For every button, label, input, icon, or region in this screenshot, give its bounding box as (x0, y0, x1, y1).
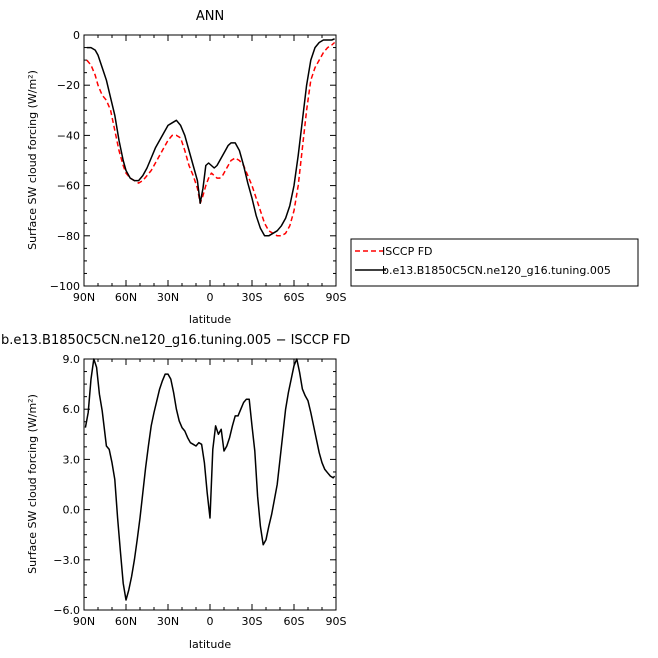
panel-2-title: b.e13.B1850C5CN.ne120_g16.tuning.005 − I… (1, 333, 350, 348)
x-tick-label: 0 (207, 615, 214, 628)
x-tick-label: 30N (157, 615, 179, 628)
panel-2-ticks: 90N 60N 30N 0 30S 60S 90S 9.0 6.0 3.0 0.0 −3.0 −6.0 (53, 353, 346, 628)
legend-label-isccp: ISCCP FD (382, 245, 433, 258)
panel-2-series (84, 358, 336, 601)
panel-1-series (86, 38, 336, 237)
y-tick-label: 6.0 (63, 403, 81, 416)
y-tick-label: 3.0 (63, 453, 81, 466)
y-tick-label: −100 (50, 280, 80, 293)
y-tick-label: −80 (57, 230, 80, 243)
x-tick-label: 90S (326, 615, 347, 628)
series-line-b-e13-b1850c5cn-ne120-g16-tuning-005 (86, 38, 335, 237)
x-tick-label: 90N (73, 291, 95, 304)
panel-2-ylabel: Surface SW cloud forcing (W/m²) (26, 394, 39, 574)
y-tick-label: 0.0 (63, 504, 81, 517)
x-tick-label: 60N (115, 615, 137, 628)
y-tick-label: −3.0 (53, 554, 80, 567)
x-tick-label: 60S (284, 615, 305, 628)
panel-1-ylabel: Surface SW cloud forcing (W/m²) (26, 70, 39, 250)
y-tick-label: −40 (57, 129, 80, 142)
legend-label-model: b.e13.B1850C5CN.ne120_g16.tuning.005 (382, 264, 611, 277)
x-tick-label: 30S (242, 615, 263, 628)
x-tick-label: 90S (326, 291, 347, 304)
x-tick-label: 0 (207, 291, 214, 304)
y-tick-label: −20 (57, 79, 80, 92)
panel-1-xlabel: latitude (189, 313, 231, 326)
x-tick-label: 30S (242, 291, 263, 304)
panel-1-title: ANN (196, 9, 224, 24)
panel-difference: b.e13.B1850C5CN.ne120_g16.tuning.005 − I… (1, 333, 350, 651)
y-tick-label: −6.0 (53, 604, 80, 617)
legend: ISCCP FD b.e13.B1850C5CN.ne120_g16.tunin… (350, 238, 639, 287)
x-tick-label: 30N (157, 291, 179, 304)
panel-ann: ANN 90N 60N 30N 0 30S 60S 90S 0 −20 −40 −60 −80 −100… (26, 9, 347, 326)
series-line-isccp-fd (86, 41, 336, 237)
panel-1-ticks: 90N 60N 30N 0 30S 60S 90S 0 −20 −40 −60 −80 −100 (50, 29, 347, 304)
y-tick-label: 9.0 (63, 353, 81, 366)
series-line-difference (84, 358, 336, 601)
y-tick-label: −60 (57, 180, 80, 193)
x-tick-label: 90N (73, 615, 95, 628)
y-tick-label: 0 (73, 29, 80, 42)
x-tick-label: 60N (115, 291, 137, 304)
legend-box (350, 238, 639, 287)
panel-2-xlabel: latitude (189, 638, 231, 651)
x-tick-label: 60S (284, 291, 305, 304)
